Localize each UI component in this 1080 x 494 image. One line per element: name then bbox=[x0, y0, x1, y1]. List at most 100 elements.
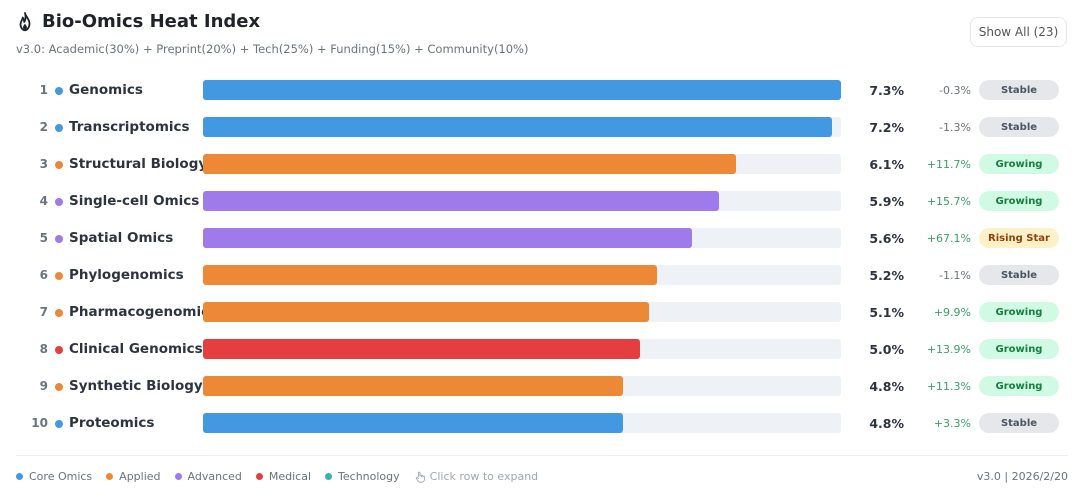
category-dot bbox=[55, 124, 63, 132]
rank-number: 9 bbox=[39, 379, 48, 393]
score-bar-track bbox=[203, 191, 841, 211]
category-dot bbox=[55, 235, 63, 243]
rank-number: 10 bbox=[31, 416, 48, 430]
status-badge: Stable bbox=[979, 117, 1059, 137]
flame-icon bbox=[19, 11, 31, 31]
rank-number: 3 bbox=[39, 157, 48, 171]
change-percent: +13.9% bbox=[926, 343, 971, 356]
change-percent: +9.9% bbox=[933, 306, 971, 319]
table-row[interactable]: 1 Genomics 7.3% -0.3% Stable bbox=[0, 72, 1080, 109]
field-name: Genomics bbox=[69, 82, 143, 98]
legend-item: Technology bbox=[325, 470, 400, 483]
legend-label: Core Omics bbox=[29, 470, 93, 483]
share-percent: 5.1% bbox=[869, 305, 904, 320]
change-percent: -1.1% bbox=[939, 269, 971, 282]
title-row: Bio-Omics Heat Index bbox=[16, 11, 528, 32]
category-dot bbox=[55, 309, 63, 317]
share-percent: 7.3% bbox=[869, 83, 904, 98]
change-percent: -0.3% bbox=[939, 84, 971, 97]
rank-number: 8 bbox=[39, 342, 48, 356]
field-name: Pharmacogenomics bbox=[69, 304, 218, 320]
change-percent: +11.3% bbox=[926, 380, 971, 393]
score-bar-track bbox=[203, 302, 841, 322]
score-bar-track bbox=[203, 154, 841, 174]
table-row[interactable]: 7 Pharmacogenomics 5.1% +9.9% Growing bbox=[0, 294, 1080, 331]
score-bar-fill bbox=[203, 154, 737, 174]
share-percent: 5.2% bbox=[869, 268, 904, 283]
rank-number: 2 bbox=[39, 120, 48, 134]
status-badge: Growing bbox=[979, 302, 1059, 322]
category-dot bbox=[55, 161, 63, 169]
share-percent: 5.9% bbox=[869, 194, 904, 209]
field-name: Synthetic Biology bbox=[69, 378, 203, 394]
field-name: Spatial Omics bbox=[69, 230, 174, 246]
footer-divider bbox=[16, 455, 1068, 456]
table-row[interactable]: 9 Synthetic Biology 4.8% +11.3% Growing bbox=[0, 368, 1080, 405]
share-percent: 4.8% bbox=[869, 379, 904, 394]
score-bar-track bbox=[203, 265, 841, 285]
share-percent: 5.0% bbox=[869, 342, 904, 357]
rank-number: 7 bbox=[39, 305, 48, 319]
legend-dot bbox=[16, 473, 23, 480]
score-bar-track bbox=[203, 117, 841, 137]
rank-number: 5 bbox=[39, 231, 48, 245]
header: Bio-Omics Heat Index v3.0: Academic(30%)… bbox=[16, 11, 528, 56]
table-row[interactable]: 8 Clinical Genomics 5.0% +13.9% Growing bbox=[0, 331, 1080, 368]
field-name: Transcriptomics bbox=[69, 119, 190, 135]
status-badge: Stable bbox=[979, 413, 1059, 433]
score-bar-fill bbox=[203, 80, 841, 100]
share-percent: 5.6% bbox=[869, 231, 904, 246]
status-badge: Growing bbox=[979, 339, 1059, 359]
legend-item: Core Omics bbox=[16, 470, 92, 483]
rank-number: 1 bbox=[39, 83, 48, 97]
score-bar-fill bbox=[203, 413, 623, 433]
field-name: Clinical Genomics bbox=[69, 341, 203, 357]
category-dot bbox=[55, 272, 63, 280]
table-row[interactable]: 6 Phylogenomics 5.2% -1.1% Stable bbox=[0, 257, 1080, 294]
change-percent: +15.7% bbox=[926, 195, 971, 208]
field-name: Single-cell Omics bbox=[69, 193, 200, 209]
change-percent: +67.1% bbox=[926, 232, 971, 245]
table-row[interactable]: 2 Transcriptomics 7.2% -1.3% Stable bbox=[0, 109, 1080, 146]
ranking-list: 1 Genomics 7.3% -0.3% Stable 2 Transcriptomics… bbox=[0, 72, 1080, 442]
status-badge: Growing bbox=[979, 154, 1059, 174]
status-badge: Stable bbox=[979, 265, 1059, 285]
legend-dot bbox=[106, 473, 114, 480]
share-percent: 7.2% bbox=[869, 120, 904, 135]
expand-hint: Click row to expand bbox=[414, 470, 539, 483]
change-percent: +3.3% bbox=[933, 417, 971, 430]
legend-item: Medical bbox=[255, 470, 312, 483]
table-row[interactable]: 10 Proteomics 4.8% +3.3% Stable bbox=[0, 405, 1080, 442]
score-bar-fill bbox=[203, 376, 623, 396]
status-badge: Growing bbox=[979, 376, 1059, 396]
legend-label: Medical bbox=[268, 470, 312, 483]
page-title: Bio-Omics Heat Index bbox=[42, 11, 261, 32]
share-percent: 4.8% bbox=[869, 416, 904, 431]
table-row[interactable]: 4 Single-cell Omics 5.9% +15.7% Growing bbox=[0, 183, 1080, 220]
status-badge: Growing bbox=[979, 191, 1059, 211]
score-bar-track bbox=[203, 228, 841, 248]
legend-label: Applied bbox=[119, 470, 161, 483]
category-dot bbox=[55, 420, 63, 428]
category-dot bbox=[55, 87, 63, 95]
score-bar-fill bbox=[203, 339, 640, 359]
table-row[interactable]: 3 Structural Biology 6.1% +11.7% Growing bbox=[0, 146, 1080, 183]
score-bar-fill bbox=[203, 265, 658, 285]
show-all-button[interactable]: Show All (23) bbox=[970, 17, 1067, 47]
version-label: v3.0 | 2026/2/20 bbox=[976, 470, 1068, 483]
field-name: Proteomics bbox=[69, 415, 155, 431]
legend-item: Applied bbox=[106, 470, 161, 483]
score-bar-fill bbox=[203, 302, 649, 322]
category-dot bbox=[55, 198, 63, 206]
formula-subtitle: v3.0: Academic(30%) + Preprint(20%) + Te… bbox=[16, 42, 529, 56]
category-dot bbox=[55, 346, 63, 354]
table-row[interactable]: 5 Spatial Omics 5.6% +67.1% Rising Star bbox=[0, 220, 1080, 257]
score-bar-track bbox=[203, 376, 841, 396]
legend-label: Technology bbox=[338, 470, 400, 483]
legend-label: Advanced bbox=[187, 470, 242, 483]
expand-hint-text: Click row to expand bbox=[429, 470, 539, 483]
legend-dot bbox=[255, 473, 263, 480]
category-dot bbox=[55, 383, 63, 391]
legend-dot bbox=[325, 473, 333, 480]
score-bar-fill bbox=[203, 117, 833, 137]
